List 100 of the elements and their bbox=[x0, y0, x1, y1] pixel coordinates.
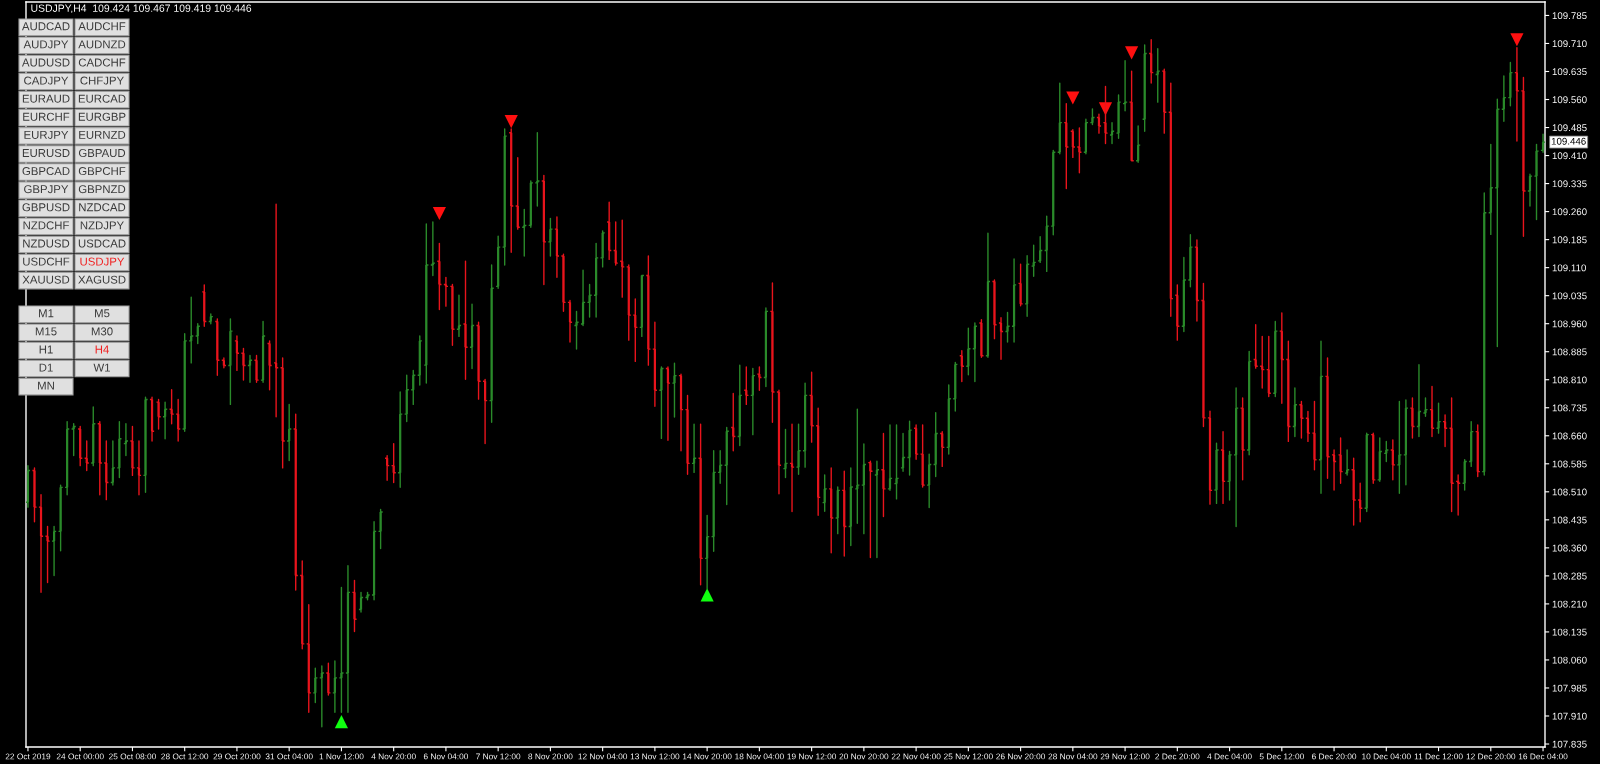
annotation: EURGBP bbox=[78, 112, 126, 121]
candlestick bbox=[1135, 125, 1141, 163]
candlestick bbox=[1161, 68, 1168, 134]
annotation: M30 bbox=[91, 327, 113, 336]
y-tick-label: 109.185 bbox=[1552, 236, 1587, 244]
candlestick bbox=[1102, 85, 1109, 145]
candlestick bbox=[31, 467, 38, 523]
candlestick bbox=[449, 283, 456, 347]
candlestick bbox=[854, 408, 861, 524]
x-tick-label: 6 Dec 20:00 bbox=[1312, 753, 1357, 760]
candlestick bbox=[841, 470, 848, 557]
candlestick bbox=[652, 321, 658, 407]
annotation: XAGUSD bbox=[78, 275, 126, 284]
candlestick bbox=[279, 357, 286, 469]
candlestick bbox=[90, 406, 97, 467]
candlestick bbox=[900, 432, 906, 472]
annotation: USDJPY bbox=[80, 257, 125, 266]
y-tick-label: 108.510 bbox=[1552, 488, 1587, 496]
point bbox=[700, 588, 714, 602]
candlestick bbox=[541, 174, 547, 286]
candlestick bbox=[639, 274, 645, 338]
annotation: M15 bbox=[35, 327, 57, 336]
point bbox=[1125, 46, 1139, 60]
candlestick bbox=[776, 389, 782, 495]
candlestick bbox=[194, 322, 201, 345]
candlestick bbox=[1403, 399, 1409, 486]
candlestick bbox=[1148, 39, 1154, 84]
candlestick bbox=[371, 521, 377, 601]
candlestick bbox=[808, 371, 815, 443]
candlestick bbox=[710, 450, 717, 552]
candlestick bbox=[1233, 387, 1239, 528]
candlestick bbox=[834, 486, 841, 535]
x-tick-label: 7 Nov 12:00 bbox=[476, 753, 521, 760]
candlestick bbox=[978, 318, 985, 359]
candlestick bbox=[763, 307, 769, 388]
candlestick bbox=[1128, 70, 1135, 162]
candlestick bbox=[1376, 437, 1383, 483]
y-tick-label: 109.785 bbox=[1552, 12, 1587, 20]
candlestick bbox=[44, 525, 51, 584]
y-tick-label: 108.435 bbox=[1552, 516, 1587, 524]
candlestick bbox=[802, 382, 808, 468]
candlestick bbox=[175, 398, 181, 442]
candlestick bbox=[377, 508, 384, 550]
candlestick bbox=[1474, 424, 1481, 478]
candlestick bbox=[952, 361, 959, 412]
y-tick-label: 109.485 bbox=[1552, 124, 1587, 132]
candlestick bbox=[1089, 108, 1096, 126]
candlestick bbox=[83, 440, 90, 472]
y-tick-label: 108.060 bbox=[1552, 656, 1587, 664]
annotation: GBPUSD bbox=[22, 203, 70, 212]
y-tick-label: 108.360 bbox=[1552, 544, 1587, 552]
candlestick bbox=[848, 467, 854, 547]
candlestick bbox=[730, 392, 737, 452]
candlestick bbox=[573, 310, 580, 350]
candlestick bbox=[1311, 400, 1318, 471]
candlestick bbox=[1272, 320, 1279, 398]
point bbox=[334, 715, 349, 729]
candlestick bbox=[162, 401, 168, 440]
y-tick-label: 108.960 bbox=[1552, 320, 1587, 328]
candlestick bbox=[1305, 410, 1311, 443]
y-tick-label: 109.560 bbox=[1552, 96, 1587, 104]
candlestick bbox=[351, 579, 358, 633]
candlestick bbox=[737, 364, 743, 447]
candlestick bbox=[1390, 439, 1396, 481]
annotation: USDCHF bbox=[23, 257, 70, 266]
candlestick bbox=[880, 432, 887, 518]
annotation: USDCAD bbox=[78, 239, 126, 248]
candlestick bbox=[1409, 397, 1416, 439]
x-tick-label: 5 Dec 12:00 bbox=[1259, 753, 1304, 760]
candlestick bbox=[273, 203, 279, 418]
annotation: NZDJPY bbox=[80, 221, 124, 230]
annotation: EURCAD bbox=[78, 94, 126, 103]
candlestick bbox=[1331, 449, 1337, 491]
y-tick-label: 109.335 bbox=[1552, 180, 1587, 188]
candlestick bbox=[188, 296, 195, 364]
candlestick bbox=[64, 420, 70, 496]
y-tick-label: 107.835 bbox=[1552, 740, 1587, 748]
candlestick bbox=[1187, 234, 1194, 288]
candlestick bbox=[612, 221, 619, 266]
candlestick bbox=[443, 276, 449, 307]
candlestick bbox=[1520, 76, 1527, 237]
annotation: AUDNZD bbox=[78, 40, 126, 49]
annotation: XAUUSD bbox=[22, 275, 70, 284]
candlestick bbox=[1350, 457, 1357, 526]
candlestick bbox=[1416, 364, 1422, 438]
annotation: EURCHF bbox=[23, 112, 70, 121]
y-tick-label: 107.910 bbox=[1552, 712, 1587, 720]
y-tick-label: 108.735 bbox=[1552, 404, 1587, 412]
candlestick bbox=[51, 525, 57, 577]
candlestick bbox=[1174, 284, 1181, 341]
candlestick bbox=[1363, 432, 1370, 513]
candlestick bbox=[1527, 173, 1533, 207]
candlestick bbox=[508, 128, 515, 254]
annotation: AUDCAD bbox=[21, 22, 70, 31]
candlestick bbox=[913, 424, 919, 461]
candlestick bbox=[678, 373, 684, 452]
candlestick bbox=[1318, 340, 1324, 495]
y-tick-label: 109.110 bbox=[1552, 264, 1586, 272]
x-tick-label: 31 Oct 04:00 bbox=[265, 753, 313, 760]
candlestick bbox=[1122, 59, 1128, 112]
